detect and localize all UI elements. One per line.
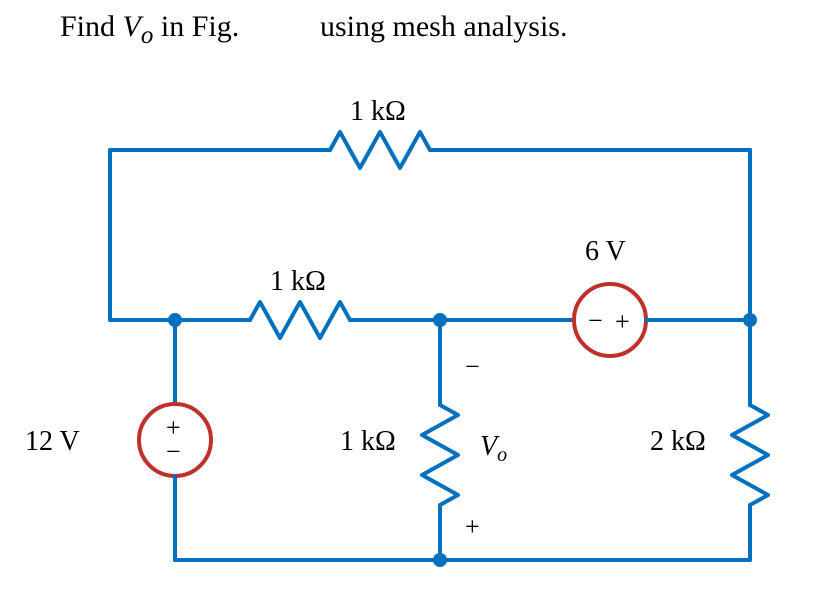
wire-left-down [110,150,175,320]
node-f-dot [743,313,757,327]
source-6v-circle [574,284,646,356]
vo-sub: o [497,444,507,466]
node-e-dot [433,313,447,327]
prompt-line-2: using mesh analysis. [320,10,568,44]
circuit-svg: 1 kΩ 1 kΩ − + 6 V + − 12 V 1 kΩ [0,0,824,609]
prompt-line-1: Find Vo in Fig. [60,10,239,50]
label-6v: 6 V [585,236,626,267]
resistor-mid [250,302,350,338]
source-6v-minus: − [588,306,603,335]
source-6v-plus: + [615,307,630,336]
label-r-top: 1 kΩ [350,96,406,127]
resistor-top [330,132,430,168]
label-r-vo: 1 kΩ [340,426,396,457]
label-12v: 12 V [25,426,80,457]
prompt-part2: in Fig. [161,10,239,43]
resistor-vo [422,405,458,505]
source-12v-minus: − [166,437,181,466]
prompt-part3: using mesh analysis. [320,10,568,43]
node-h-dot [433,553,447,567]
vo-minus-sign: − [465,352,480,381]
label-r-mid: 1 kΩ [270,266,326,297]
vo-plus-sign: + [465,512,480,541]
vo-label: Vo [480,431,507,466]
resistor-right [732,405,768,505]
prompt-var: Vo [123,10,154,43]
label-r-right: 2 kΩ [650,426,706,457]
node-d-dot [168,313,182,327]
prompt-part1: Find [60,10,123,43]
